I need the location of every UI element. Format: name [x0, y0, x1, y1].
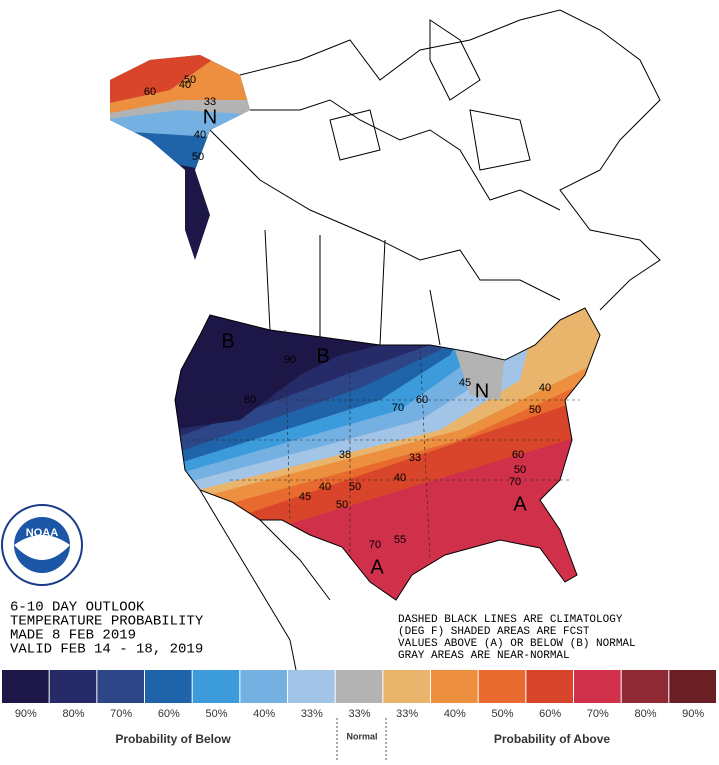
noaa-logo: NOAA [1, 504, 83, 586]
note-line: (DEG F) SHADED AREAS ARE FCST [398, 626, 590, 638]
contour-label: 38 [339, 449, 351, 461]
legend-swatch [2, 670, 49, 703]
contour-label: 50 [529, 404, 541, 416]
region-letter: N [203, 106, 217, 128]
contour-label: 80 [244, 394, 256, 406]
note-line: VALUES ABOVE (A) OR BELOW (B) NORMAL [398, 638, 636, 650]
logo-text: NOAA [26, 527, 58, 539]
region-letter: A [370, 556, 384, 578]
contour-label: 40 [179, 79, 191, 91]
legend-label: 70% [110, 708, 132, 720]
legend-label: 90% [15, 708, 37, 720]
contour-label: 50 [336, 499, 348, 511]
contour-label: 55 [394, 534, 406, 546]
region-letter: B [316, 345, 329, 367]
contour-label: 90 [284, 354, 296, 366]
region-letter: N [475, 380, 489, 402]
legend-label: 33% [301, 708, 323, 720]
legend-label: 40% [253, 708, 275, 720]
contour-label: 33 [204, 96, 216, 108]
outlook-line: MADE 8 FEB 2019 [10, 628, 136, 644]
legend-swatch [240, 670, 287, 703]
legend-label: 40% [444, 708, 466, 720]
legend-swatch [97, 670, 144, 703]
contour-label: 50 [349, 481, 361, 493]
notes: DASHED BLACK LINES ARE CLIMATOLOGY(DEG F… [398, 614, 636, 662]
legend-swatch [478, 670, 526, 703]
contour-label: 40 [194, 129, 206, 141]
probability-bands [175, 308, 600, 560]
legend-label: 80% [634, 708, 656, 720]
alaska-bands [110, 55, 250, 260]
contour-label: 33 [409, 452, 421, 464]
legend-swatch [621, 670, 669, 703]
legend-swatch [526, 670, 573, 703]
land-outlines [199, 9, 661, 691]
contour-label: 45 [459, 377, 471, 389]
legend-swatch [431, 670, 478, 703]
contour-label: 70 [392, 402, 404, 414]
legend-swatch [335, 670, 383, 703]
legend-label: 50% [491, 708, 513, 720]
outlook-line: TEMPERATURE PROBABILITY [10, 614, 204, 630]
legend-swatch [145, 670, 192, 703]
legend-swatch [383, 670, 430, 703]
outlook-line: 6-10 DAY OUTLOOK [10, 600, 145, 616]
contour-label: 60 [144, 86, 156, 98]
legend-title: Probability of Above [494, 732, 611, 746]
legend-title: Normal [346, 731, 377, 741]
legend-title: Probability of Below [115, 732, 231, 746]
legend-label: 60% [158, 708, 180, 720]
legend: 90% 80% 70% 60% 50% 40% 33% 33% 33% 40% 50% 60% 70% 8… [2, 670, 716, 760]
outlook-line: VALID FEB 14 - 18, 2019 [10, 642, 203, 658]
contour-label: 45 [299, 491, 311, 503]
note-line: DASHED BLACK LINES ARE CLIMATOLOGY [398, 614, 623, 626]
legend-label: 70% [587, 708, 609, 720]
contour-label: 60 [512, 449, 524, 461]
note-line: GRAY AREAS ARE NEAR-NORMAL [398, 650, 570, 662]
legend-swatch [574, 670, 621, 703]
legend-label: 80% [62, 708, 84, 720]
legend-label: 90% [682, 708, 704, 720]
near-normal-area [455, 350, 505, 400]
legend-label: 60% [539, 708, 561, 720]
contour-label: 70 [369, 539, 381, 551]
contour-label: 50 [514, 464, 526, 476]
legend-label: 33% [348, 708, 370, 720]
contour-label: 40 [319, 481, 331, 493]
legend-label: 50% [205, 708, 227, 720]
legend-swatch [288, 670, 335, 703]
contour-label: 70 [509, 476, 521, 488]
legend-swatch [669, 670, 716, 703]
legend-swatch [49, 670, 97, 703]
legend-swatch [192, 670, 240, 703]
contour-label: 50 [184, 74, 196, 86]
contour-label: 60 [416, 394, 428, 406]
legend-label: 33% [396, 708, 418, 720]
contour-label: 40 [539, 382, 551, 394]
contour-label: 50 [192, 151, 204, 163]
region-letter: B [221, 330, 234, 352]
region-letter: A [513, 493, 527, 515]
us-outline [174, 307, 601, 601]
contour-label: 40 [394, 472, 406, 484]
